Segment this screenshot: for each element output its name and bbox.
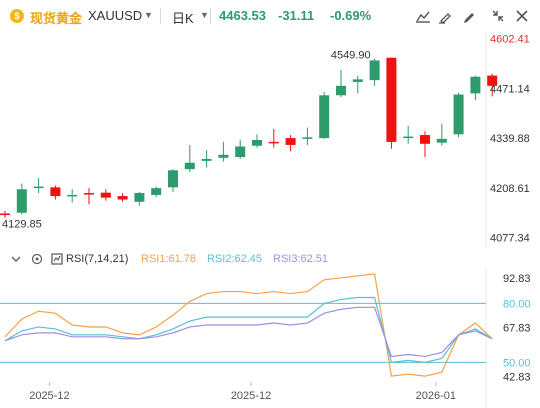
rsi-tick-label: 50.00: [503, 357, 531, 369]
rsi-chart[interactable]: 92.83 80.00 67.83 50.00 42.83 2025-12 2025-12…: [0, 268, 540, 408]
candle-body[interactable]: [470, 76, 481, 94]
candle-body[interactable]: [117, 196, 128, 200]
candle-body[interactable]: [352, 79, 363, 83]
close-icon[interactable]: [512, 6, 532, 26]
last-price: 4463.53: [219, 8, 266, 23]
low-price-label: 4129.85: [2, 219, 42, 231]
candle-body[interactable]: [235, 146, 246, 158]
x-tick-label: 2025-12: [29, 390, 69, 402]
area-chart-icon[interactable]: [413, 6, 433, 26]
settings-icon[interactable]: [30, 252, 44, 266]
candle-body[interactable]: [369, 60, 380, 81]
divider: [160, 8, 161, 24]
rsi-line-rsi3: [4, 306, 493, 358]
candle-body[interactable]: [168, 170, 178, 188]
indicator-icon[interactable]: [51, 253, 63, 265]
candle-body[interactable]: [84, 193, 94, 195]
candle-body[interactable]: [336, 85, 346, 96]
rsi-legend: RSI(7,14,21) RSI1:61.78 RSI2:62.45 RSI3:…: [0, 250, 540, 268]
high-price-label: 4549.90: [331, 50, 371, 62]
candle-body[interactable]: [319, 95, 330, 139]
candle-body[interactable]: [436, 138, 447, 143]
price-tick-label: 4077.34: [490, 233, 530, 245]
rsi-tick-label: 67.83: [503, 322, 531, 334]
chevron-down-icon[interactable]: ▼: [200, 10, 209, 20]
rsi-line-rsi2: [4, 296, 493, 364]
pencil-icon[interactable]: [459, 6, 479, 26]
rsi1-value: RSI1:61.78: [141, 253, 197, 265]
candle-body[interactable]: [403, 136, 414, 139]
price-tick-label: 4339.88: [490, 133, 530, 145]
candle-body[interactable]: [16, 189, 27, 213]
candle-body[interactable]: [285, 138, 296, 145]
candle-body[interactable]: [151, 188, 162, 195]
rsi-tick-label: 42.83: [503, 371, 531, 383]
candlestick-chart[interactable]: 4602.41 4471.14 4339.88 4208.61 4077.34 4549…: [0, 32, 540, 248]
divider: [210, 8, 211, 24]
candle-body[interactable]: [201, 158, 212, 161]
price-change-pct: -0.69%: [330, 8, 372, 23]
collapse-icon[interactable]: [488, 6, 508, 26]
rsi-tick-label: 92.83: [503, 273, 531, 285]
rsi-tick-label: 80.00: [503, 298, 531, 310]
candle-body[interactable]: [184, 162, 195, 170]
price-tick-label: 4602.41: [490, 34, 530, 46]
candle-body[interactable]: [50, 187, 61, 197]
candle-body[interactable]: [453, 94, 464, 135]
symbol-label[interactable]: XAUUSD: [88, 8, 143, 23]
rsi-line-rsi1: [4, 273, 493, 377]
candle-body[interactable]: [0, 213, 10, 216]
candle-body[interactable]: [252, 140, 262, 146]
period-selector[interactable]: 日K: [172, 11, 194, 26]
candle-body[interactable]: [218, 154, 229, 158]
rsi-title: RSI(7,14,21): [66, 253, 129, 265]
candle-body[interactable]: [420, 135, 430, 144]
x-tick-label: 2026-01: [416, 390, 456, 402]
collapse-chevron-icon[interactable]: [10, 253, 22, 265]
rsi2-value: RSI2:62.45: [207, 253, 263, 265]
price-tick-label: 4208.61: [490, 183, 530, 195]
draw-icon[interactable]: [436, 6, 456, 26]
candle-body[interactable]: [487, 75, 498, 86]
rsi3-value: RSI3:62.51: [273, 253, 329, 265]
coin-icon: $: [10, 9, 24, 23]
price-change: -31.11: [278, 8, 315, 23]
candle-body[interactable]: [67, 194, 78, 197]
candle-body[interactable]: [268, 141, 279, 144]
header-bar: $ 现货黄金 XAUUSD ▼ 日K ▼ 4463.53 -31.11 -0.6…: [0, 0, 540, 32]
candle-body[interactable]: [100, 192, 111, 198]
price-tick-label: 4471.14: [490, 83, 530, 95]
chevron-down-icon[interactable]: ▼: [144, 10, 153, 20]
candle-body[interactable]: [386, 57, 397, 142]
instrument-name[interactable]: 现货黄金: [30, 11, 83, 26]
candle-body[interactable]: [33, 186, 44, 189]
x-tick-label: 2025-12: [231, 390, 271, 402]
candle-body[interactable]: [134, 193, 145, 202]
candle-body[interactable]: [302, 137, 313, 139]
